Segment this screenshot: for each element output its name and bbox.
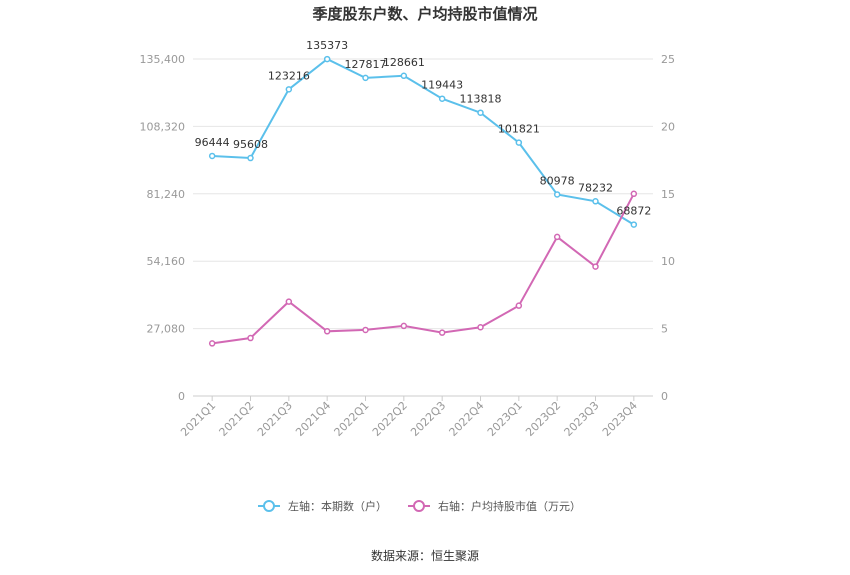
right-axis-tick-label: 20 <box>661 120 675 133</box>
data-point-holders <box>515 139 523 146</box>
left-axis-tick-label: 135,400 <box>140 53 186 66</box>
data-label: 127817 <box>345 58 387 71</box>
data-label: 128661 <box>383 56 425 69</box>
left-axis-tick-label: 81,240 <box>147 188 186 201</box>
x-axis-tick-label: 2021Q1 <box>178 399 218 439</box>
data-point-holders <box>285 86 293 93</box>
data-label: 78232 <box>578 181 613 194</box>
series-lines <box>212 57 635 345</box>
data-point-avg-value <box>592 263 599 270</box>
x-axis-tick-label: 2022Q3 <box>408 399 448 439</box>
left-axis-tick-label: 108,320 <box>140 120 186 133</box>
data-point-avg-value <box>477 324 484 331</box>
x-axis-tick-label: 2023Q2 <box>523 399 563 439</box>
data-point-holders <box>477 109 484 116</box>
data-point-avg-value <box>553 233 561 241</box>
data-point-avg-value <box>247 334 254 342</box>
legend-label: 右轴：户均持股市值（万元） <box>438 499 581 513</box>
data-point-avg-value <box>362 326 369 334</box>
data-point-holders <box>630 221 638 228</box>
left-axis-tick-label: 27,080 <box>147 323 186 336</box>
x-axis-ticks: 2021Q12021Q22021Q32021Q42022Q12022Q22022… <box>178 396 640 439</box>
series-line-holders <box>212 57 635 226</box>
legend-marker-icon <box>413 500 425 512</box>
left-axis-tick-label: 0 <box>178 390 185 403</box>
right-axis-tick-label: 15 <box>661 188 675 201</box>
source-text: 数据来源：恒生聚源 <box>371 548 479 563</box>
data-point-avg-value <box>323 328 331 335</box>
x-axis-tick-label: 2023Q4 <box>600 399 640 439</box>
right-axis-tick-label: 0 <box>661 390 668 403</box>
data-label: 123216 <box>268 69 310 82</box>
left-axis-tick-label: 54,160 <box>147 255 186 268</box>
legend-item-avg-value[interactable]: 右轴：户均持股市值（万元） <box>408 499 581 513</box>
right-axis-ticks: 0 5 10 15 20 25 <box>661 53 675 403</box>
x-axis-tick-label: 2023Q1 <box>485 399 525 439</box>
data-label: 135373 <box>306 39 348 52</box>
data-point-holders <box>553 191 561 198</box>
legend-marker-icon <box>263 500 275 512</box>
data-label: 96444 <box>195 136 230 149</box>
data-point-holders <box>247 154 254 162</box>
x-axis-tick-label: 2022Q1 <box>332 399 372 439</box>
data-point-holders <box>400 72 408 80</box>
data-label: 68872 <box>616 205 651 218</box>
left-axis-ticks: 0 27,080 54,160 81,240 108,320 135,400 <box>140 53 186 403</box>
legend[interactable]: 左轴：本期数（户） 右轴：户均持股市值（万元） <box>258 499 581 513</box>
data-point-avg-value <box>438 329 446 336</box>
legend-label: 左轴：本期数（户） <box>288 499 387 513</box>
x-axis-tick-label: 2021Q4 <box>293 399 333 439</box>
x-axis-tick-label: 2022Q2 <box>370 399 410 439</box>
x-axis-tick-label: 2023Q3 <box>562 399 602 439</box>
data-point-avg-value <box>208 340 216 347</box>
data-point-holders <box>208 152 216 160</box>
grid-lines <box>193 58 653 397</box>
data-label: 95608 <box>233 138 268 151</box>
x-axis-tick-label: 2021Q3 <box>255 399 295 439</box>
right-axis-tick-label: 10 <box>661 255 675 268</box>
data-label: 113818 <box>460 93 502 106</box>
chart-title: 季度股东户数、户均持股市值情况 <box>312 5 537 23</box>
right-axis-tick-label: 5 <box>661 323 668 336</box>
x-axis-tick-label: 2021Q2 <box>217 399 257 439</box>
data-label: 80978 <box>540 174 575 187</box>
data-label: 119443 <box>421 79 463 92</box>
series-line-avg-value <box>212 193 635 345</box>
data-point-holders <box>438 95 446 102</box>
data-point-avg-value <box>285 298 293 305</box>
series-points <box>208 55 638 347</box>
x-axis-tick-label: 2022Q4 <box>447 399 487 439</box>
legend-item-holders[interactable]: 左轴：本期数（户） <box>258 499 387 513</box>
data-point-avg-value <box>630 190 638 198</box>
data-point-holders <box>362 74 369 82</box>
data-label: 101821 <box>498 123 540 136</box>
data-point-avg-value <box>515 302 523 309</box>
data-point-avg-value <box>400 322 408 330</box>
data-point-holders <box>592 198 599 205</box>
right-axis-tick-label: 25 <box>661 53 675 66</box>
data-point-holders <box>323 55 331 63</box>
